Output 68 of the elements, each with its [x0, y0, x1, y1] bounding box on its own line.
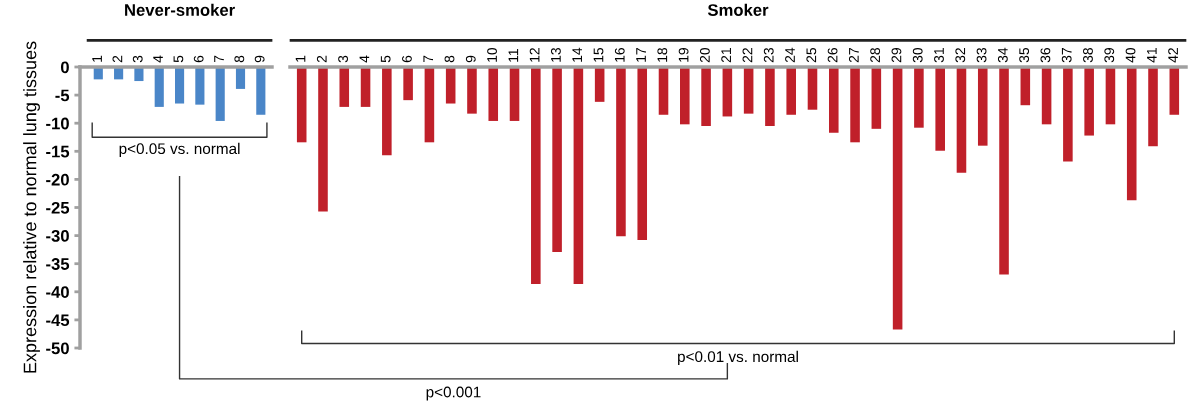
x-tick-label: 4 — [359, 55, 370, 63]
x-tick-label: 20 — [699, 47, 710, 63]
x-tick-label: 17 — [636, 48, 646, 62]
y-tick-label: 0 — [60, 61, 69, 74]
x-tick-label: 9 — [465, 55, 476, 63]
x-tick-label: 23 — [763, 48, 774, 63]
x-tick-label: 10 — [487, 47, 497, 62]
x-tick-label: 25 — [806, 47, 817, 63]
y-tick-label: -5 — [55, 89, 70, 102]
text: p<0.001 — [426, 386, 481, 401]
x-tick-label: 39 — [1104, 48, 1115, 63]
x-tick-label: 15 — [593, 47, 604, 62]
text: p<0.01 vs. normal — [678, 350, 798, 366]
x-tick-label: 4 — [153, 55, 163, 63]
x-tick-label: 28 — [870, 47, 881, 63]
x-tick-label: 2 — [112, 55, 123, 63]
y-tick-label: -15 — [46, 145, 70, 158]
x-tick-label: 37 — [1061, 48, 1072, 63]
x-tick-label: 41 — [1147, 48, 1157, 63]
x-tick-label: 38 — [1083, 47, 1093, 63]
x-tick-label: 31 — [934, 48, 944, 63]
x-tick-label: 8 — [234, 55, 245, 63]
x-tick-label: 8 — [444, 55, 455, 63]
x-tick-label: 2 — [316, 55, 327, 63]
x-tick-label: 42 — [1168, 48, 1178, 63]
y-tick-label: -20 — [46, 173, 69, 186]
x-tick-label: 13 — [550, 48, 561, 62]
annotation: p<0.05 vs. normal — [119, 142, 240, 158]
x-tick-label: 5 — [173, 55, 184, 63]
x-tick-label: 30 — [912, 47, 923, 63]
x-tick-label: 40 — [1125, 47, 1136, 63]
y-tick-label: -35 — [46, 258, 70, 270]
chart-title: Never-smoker — [125, 3, 235, 16]
x-tick-label: 21 — [721, 48, 731, 63]
y-tick-label: -25 — [46, 201, 70, 214]
x-tick-label: 32 — [955, 48, 966, 63]
x-tick-label: 3 — [338, 55, 348, 63]
x-tick-label: 35 — [1019, 47, 1030, 63]
x-tick-label: 27 — [848, 48, 859, 63]
y-tick-label: -40 — [46, 286, 69, 298]
x-tick-label: 7 — [214, 55, 224, 63]
x-tick-label: 14 — [572, 47, 582, 62]
y-tick-label: -50 — [46, 342, 69, 355]
x-tick-label: 18 — [657, 47, 668, 62]
x-tick-label: 22 — [742, 48, 753, 63]
x-tick-label: 6 — [193, 55, 204, 63]
x-tick-label: 3 — [132, 55, 143, 63]
x-tick-label: 24 — [785, 47, 795, 63]
x-tick-label: 29 — [891, 48, 902, 63]
x-tick-label: 6 — [402, 55, 412, 63]
x-tick-label: 5 — [380, 55, 391, 63]
x-tick-label: 1 — [92, 55, 102, 62]
x-tick-label: 34 — [997, 47, 1008, 63]
x-tick-label: 33 — [976, 48, 987, 63]
x-tick-label: 16 — [614, 48, 625, 62]
chart-title: Smoker — [707, 3, 769, 16]
x-tick-label: 36 — [1040, 48, 1051, 63]
x-tick-label: 9 — [254, 55, 265, 63]
y-tick-label: -30 — [46, 230, 69, 242]
x-tick-label: 7 — [423, 55, 433, 63]
y-axis-title: Expression relative to normal lung tissues — [23, 41, 40, 373]
x-tick-label: 12 — [529, 48, 540, 62]
y-tick-label: -45 — [46, 314, 70, 327]
x-tick-label: 11 — [508, 49, 519, 62]
x-tick-label: 19 — [678, 48, 689, 62]
x-tick-label: 26 — [827, 48, 838, 63]
y-tick-label: -10 — [46, 117, 69, 130]
x-tick-label: 1 — [295, 55, 306, 62]
